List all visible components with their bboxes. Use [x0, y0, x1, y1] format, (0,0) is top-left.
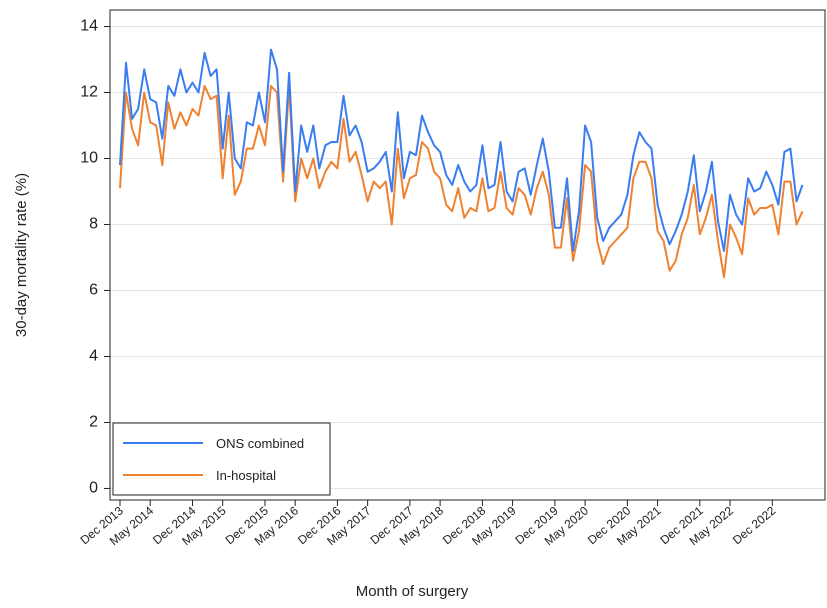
y-axis-title: 30-day mortality rate (%): [13, 173, 30, 337]
y-tick-label: 2: [89, 414, 98, 431]
series-line: [119, 48, 804, 252]
y-tick-label: 4: [89, 348, 98, 365]
legend-label: ONS combined: [216, 436, 304, 451]
y-tick-label: 10: [80, 150, 98, 167]
x-tick-label: Dec 2022: [730, 503, 779, 547]
legend: ONS combined In-hospital: [112, 422, 331, 496]
legend-box: [112, 422, 331, 496]
y-tick-label: 0: [89, 480, 98, 497]
x-axis-title: Month of surgery: [356, 583, 469, 600]
y-tick-label: 12: [80, 84, 98, 101]
y-tick-label: 8: [89, 216, 98, 233]
y-tick-label: 6: [89, 282, 98, 299]
y-tick-label: 14: [80, 18, 98, 35]
plot-frame: [109, 9, 826, 501]
series-line: [119, 84, 804, 279]
legend-label: In-hospital: [216, 468, 276, 483]
